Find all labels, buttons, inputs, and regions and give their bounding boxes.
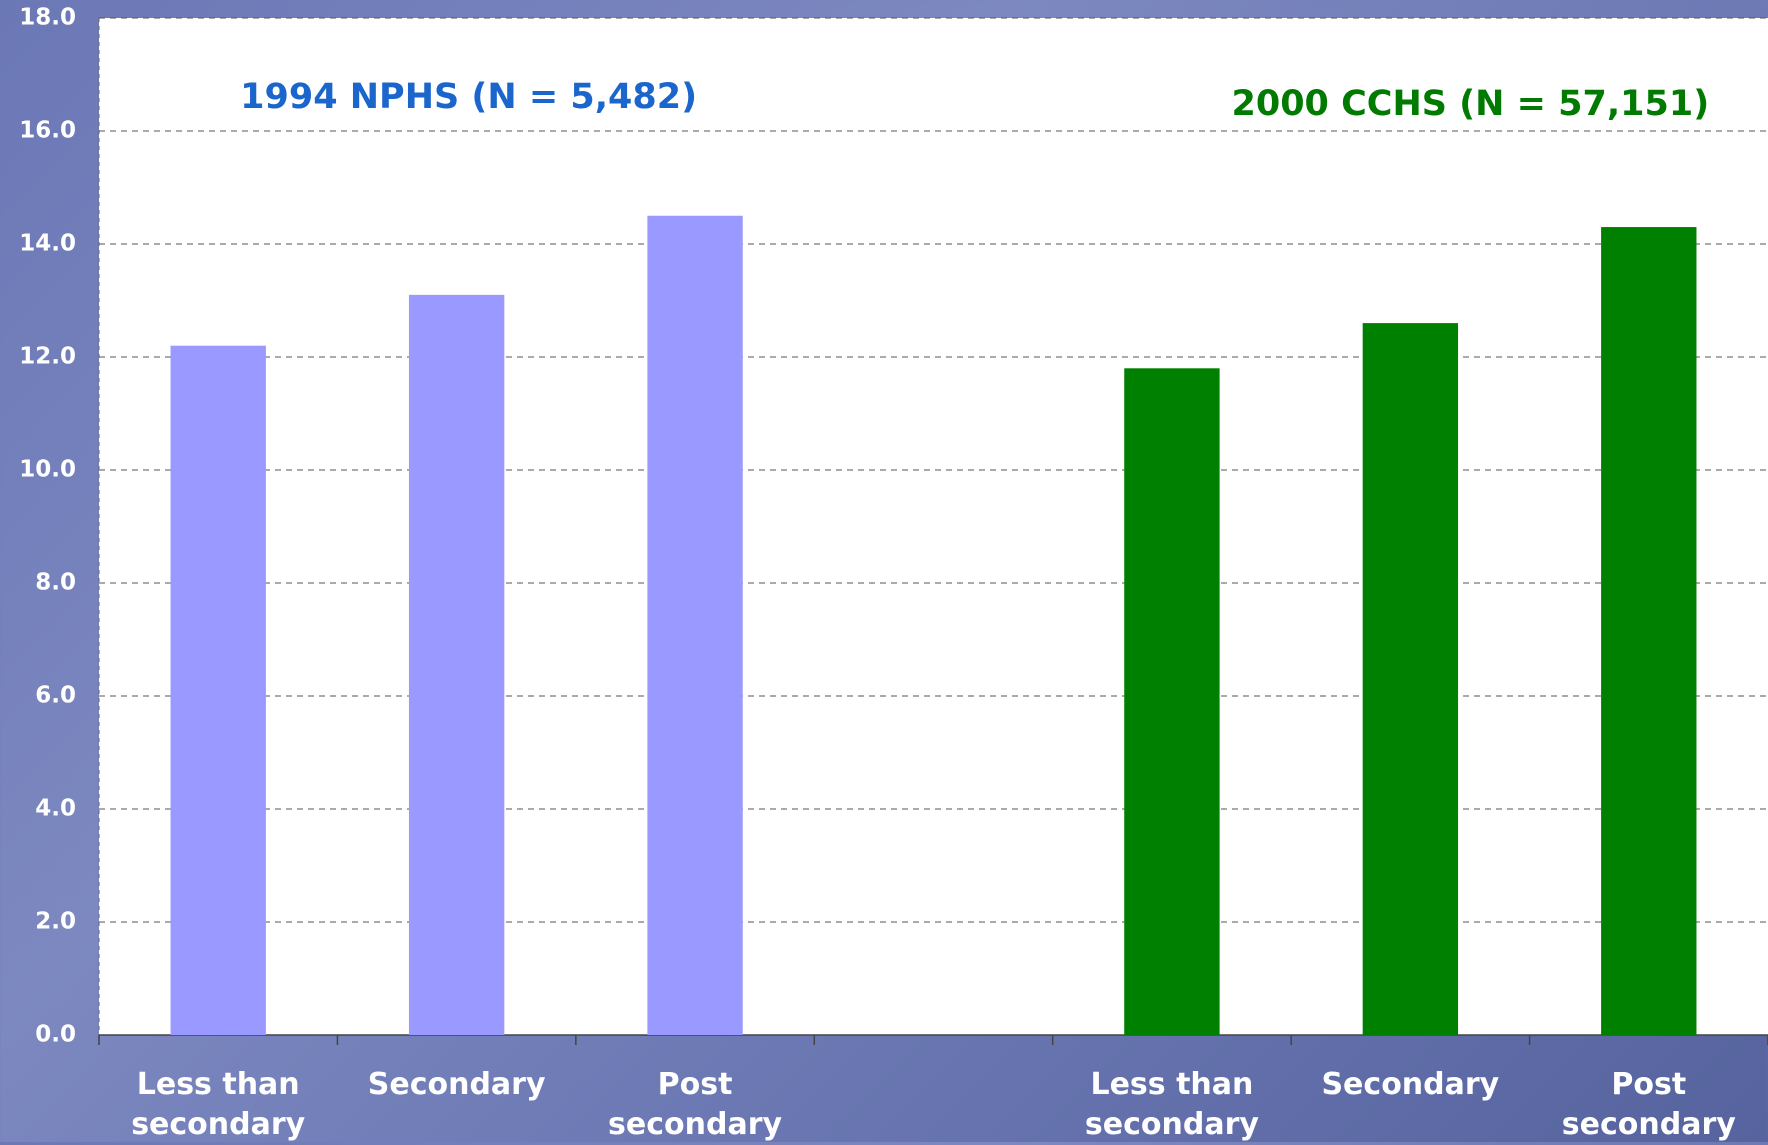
x-tick-label: Post secondary (1561, 1067, 1736, 1142)
x-tick-label: Less than secondary (1084, 1067, 1259, 1142)
bar (647, 215, 743, 1035)
y-tick-label: 4.0 (35, 796, 76, 822)
bar (1362, 323, 1459, 1036)
plot-area (99, 18, 1768, 1035)
y-tick-label: 16.0 (19, 118, 76, 144)
y-tick-label: 14.0 (19, 231, 76, 257)
y-tick-label: 0.0 (35, 1022, 76, 1048)
y-tick-label: 6.0 (35, 683, 76, 709)
y-tick-label: 10.0 (19, 457, 76, 483)
y-tick-label: 2.0 (35, 909, 76, 935)
bar (170, 345, 266, 1035)
x-tick-label: Secondary (367, 1067, 546, 1102)
series-label: 2000 CCHS (N = 57,151) (1232, 84, 1710, 124)
bar (1124, 368, 1220, 1035)
y-tick-label: 18.0 (19, 5, 76, 31)
x-tick-label: Less than secondary (131, 1067, 306, 1142)
bar (408, 294, 505, 1036)
y-tick-label: 8.0 (35, 570, 76, 596)
series-label: 1994 NPHS (N = 5,482) (240, 77, 697, 117)
y-tick-label: 12.0 (19, 344, 76, 370)
x-tick-label: Post secondary (608, 1067, 783, 1142)
x-tick-label: Secondary (1321, 1067, 1500, 1102)
bar (1601, 227, 1697, 1036)
